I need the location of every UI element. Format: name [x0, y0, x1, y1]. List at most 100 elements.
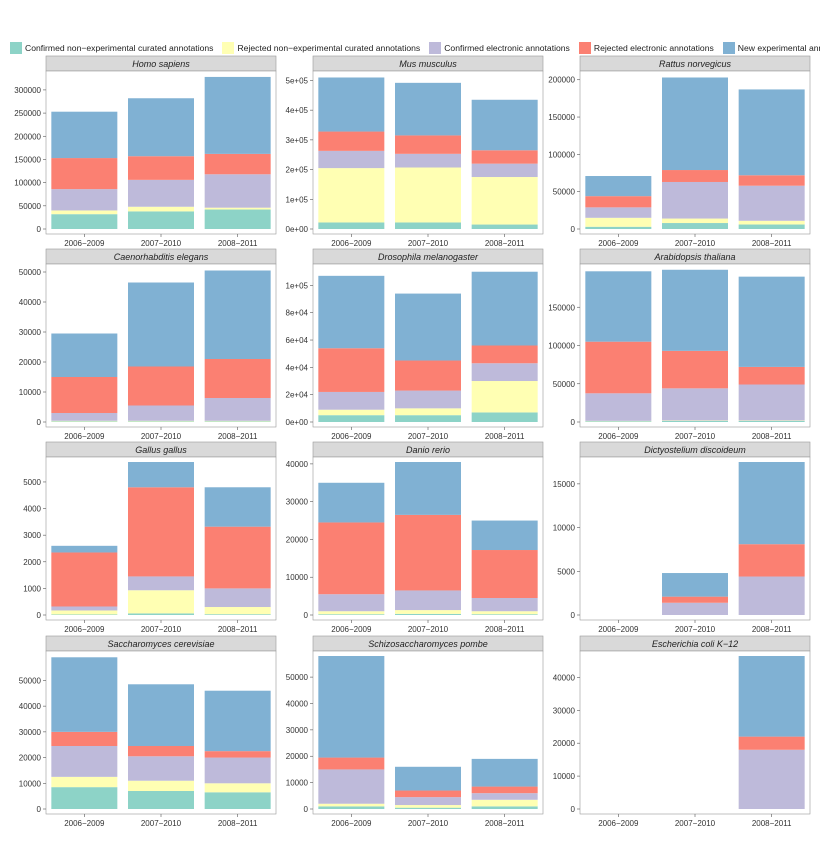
bar-segment [51, 421, 118, 422]
bar-segment [128, 746, 194, 757]
y-tick-label: 150000 [548, 113, 575, 122]
y-tick-label: 10000 [553, 772, 576, 781]
y-tick-label: 0 [37, 225, 42, 234]
bar-segment [318, 614, 385, 615]
bar-segment [318, 391, 385, 410]
bar-segment [51, 610, 118, 615]
y-tick-label: 200000 [548, 76, 575, 85]
bar-segment [395, 415, 461, 422]
bar-segment [585, 176, 652, 197]
y-tick-label: 2e+05 [286, 166, 309, 175]
x-tick-label: 2008−2011 [485, 239, 525, 248]
y-tick-label: 3e+05 [286, 136, 309, 145]
legend-key [222, 42, 235, 54]
bar-segment [395, 408, 461, 416]
bar-segment [738, 175, 805, 186]
y-tick-label: 30000 [553, 706, 576, 715]
bar-segment [395, 805, 461, 808]
bar-segment [128, 780, 194, 791]
bar-segment [471, 758, 538, 787]
bar-segment [395, 514, 461, 591]
y-tick-label: 30000 [286, 498, 309, 507]
x-tick-label: 2006−2009 [598, 625, 639, 634]
bar-segment [318, 482, 385, 523]
y-tick-label: 40000 [286, 460, 309, 469]
bar-segment [662, 223, 728, 229]
bar-segment [318, 222, 385, 229]
legend-key [10, 42, 22, 54]
bar-segment [318, 348, 385, 392]
bar-segment [318, 77, 385, 132]
bar-segment [738, 462, 805, 545]
bar-segment [471, 271, 538, 346]
x-tick-label: 2008−2011 [485, 625, 525, 634]
x-tick-label: 2008−2011 [752, 625, 792, 634]
bar-segment [204, 207, 271, 210]
legend-item: Confirmed electronic annotations [429, 42, 570, 54]
legend-label: Confirmed electronic annotations [444, 43, 570, 53]
y-tick-label: 10000 [19, 388, 42, 397]
y-tick-label: 50000 [286, 673, 309, 682]
bar-segment [585, 207, 652, 218]
bar-segment [204, 487, 271, 527]
bar-segment [585, 196, 652, 208]
x-tick-label: 2006−2009 [598, 432, 639, 441]
bar-segment [395, 360, 461, 391]
legend-label: Rejected non−experimental curated annota… [237, 43, 421, 53]
y-tick-label: 40000 [19, 702, 42, 711]
y-tick-label: 1e+05 [286, 195, 309, 204]
x-tick-label: 2007−2010 [141, 625, 182, 634]
y-tick-label: 100000 [14, 179, 41, 188]
y-tick-label: 40000 [19, 298, 42, 307]
bar-segment [128, 421, 194, 422]
bar-segment [318, 415, 385, 422]
x-tick-label: 2006−2009 [331, 819, 372, 828]
x-tick-label: 2007−2010 [408, 819, 449, 828]
bar-segment [318, 611, 385, 615]
legend-item: Rejected non−experimental curated annota… [222, 42, 420, 54]
bar-segment [51, 377, 118, 413]
bar-segment [395, 590, 461, 611]
bar-segment [51, 657, 118, 732]
facet-panel: Danio rerio 0 10000 20000 30000 40000 2006−200… [286, 441, 544, 634]
bar-segment [51, 420, 118, 422]
y-tick-label: 20000 [19, 754, 42, 763]
facet-title: Gallus gallus [135, 445, 187, 455]
x-tick-label: 2006−2009 [331, 432, 372, 441]
bar-segment [128, 756, 194, 781]
x-tick-label: 2007−2010 [141, 432, 182, 441]
bar-segment [204, 792, 271, 809]
bar-segment [738, 220, 805, 225]
bar-segment [51, 158, 118, 190]
y-tick-label: 0 [304, 611, 309, 620]
bar-segment [471, 799, 538, 807]
bar-segment [204, 751, 271, 758]
legend-label: Rejected electronic annotations [593, 43, 714, 53]
bar-segment [204, 359, 271, 398]
legend-key [578, 42, 591, 54]
facet-title: Schizosaccharomyces pombe [368, 639, 488, 649]
bar-segment [471, 786, 538, 794]
y-tick-label: 20000 [553, 739, 576, 748]
bar-segment [738, 736, 805, 750]
bar-segment [128, 156, 194, 180]
bar-segment [585, 217, 652, 227]
bar-segment [471, 150, 538, 164]
y-tick-label: 30000 [19, 328, 42, 337]
x-tick-label: 2007−2010 [408, 625, 449, 634]
x-tick-label: 2008−2011 [218, 432, 258, 441]
bar-segment [738, 89, 805, 176]
bar-segment [585, 226, 652, 229]
y-tick-label: 15000 [553, 480, 576, 489]
y-tick-label: 0 [304, 805, 309, 814]
y-tick-label: 30000 [286, 726, 309, 735]
facet-title: Arabidopsis thaliana [653, 252, 735, 262]
y-tick-label: 50000 [553, 380, 576, 389]
bar-segment [585, 393, 652, 421]
bar-segment [51, 787, 118, 809]
y-tick-label: 0 [37, 805, 42, 814]
x-tick-label: 2008−2011 [485, 819, 525, 828]
facet-title: Escherichia coli K−12 [652, 639, 738, 649]
y-tick-label: 200000 [14, 132, 41, 141]
